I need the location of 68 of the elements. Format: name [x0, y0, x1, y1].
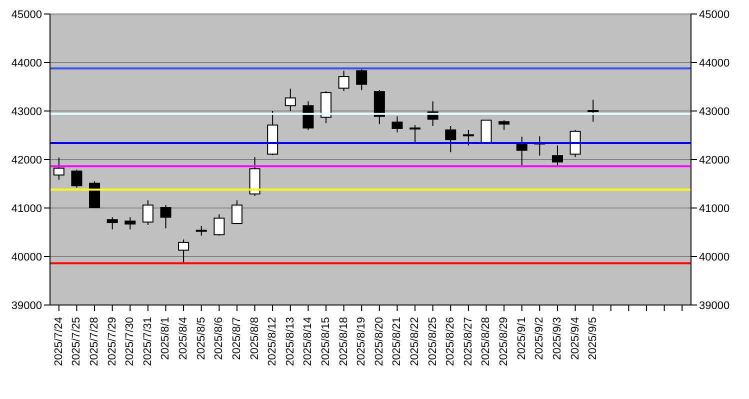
x-tick-label: 2025/8/26: [444, 317, 457, 366]
x-tick-label: 2025/8/15: [320, 317, 332, 366]
x-tick-label: 2025/9/4: [569, 317, 582, 360]
x-tick-label: 2025/8/1: [160, 317, 172, 360]
candlestick: [516, 136, 528, 166]
x-tick-label: 2025/8/4: [178, 317, 190, 360]
x-tick-label: 2025/8/12: [266, 317, 279, 366]
x-tick-label: 2025/8/25: [426, 317, 439, 366]
candlestick: [498, 120, 510, 130]
y2-tick-label: 44000: [699, 57, 730, 70]
candlestick: [445, 126, 456, 153]
x-tick-label: 2025/8/19: [356, 317, 368, 366]
x-tick-label: 2025/7/31: [142, 317, 154, 366]
x-tick-label: 2025/8/13: [284, 317, 296, 366]
x-tick-label: 2025/8/7: [230, 317, 243, 360]
y-tick-label: 40000: [11, 251, 42, 264]
candlestick: [106, 216, 118, 230]
x-tick-label: 2025/8/22: [409, 317, 422, 366]
candlestick: [302, 100, 314, 130]
y2-tick-label: 43000: [699, 106, 730, 118]
candlestick: [53, 157, 64, 180]
candlestick: [392, 116, 403, 133]
x-tick-label: 2025/8/8: [248, 317, 261, 360]
candlestick: [214, 214, 225, 236]
candlestick: [356, 68, 368, 91]
x-tick-label: 2025/8/20: [373, 317, 386, 366]
candlestick: [71, 169, 82, 188]
x-tick-label: 2025/9/3: [551, 317, 564, 360]
candlestick: [284, 88, 296, 112]
x-tick-label: 2025/8/21: [391, 317, 404, 366]
x-tick-label: 2025/7/25: [70, 317, 83, 366]
x-tick-label: 2025/8/5: [195, 317, 208, 360]
candlestick: [231, 200, 242, 224]
y2-tick-label: 40000: [699, 251, 730, 264]
candlestick: [410, 124, 421, 143]
y-tick-label: 41000: [11, 202, 42, 215]
x-tick-label: 2025/8/6: [213, 317, 226, 360]
candlestick: [178, 239, 190, 263]
y-tick-label: 44000: [11, 57, 42, 70]
y2-tick-label: 41000: [699, 202, 730, 215]
x-tick-label: 2025/8/29: [498, 317, 510, 366]
candlestick: [462, 129, 474, 146]
candlestick: [588, 99, 599, 122]
y2-tick-label: 42000: [699, 154, 730, 166]
candlestick: [196, 225, 207, 236]
x-tick-label: 2025/7/29: [106, 317, 118, 366]
x-tick-label: 2025/8/27: [462, 317, 474, 366]
x-tick-label: 2025/9/5: [587, 317, 600, 360]
x-tick-label: 2025/9/2: [534, 317, 546, 360]
y2-tick-label: 39000: [699, 300, 730, 312]
x-tick-label: 2025/8/14: [302, 317, 314, 366]
candlestick: [552, 144, 563, 166]
x-tick-label: 2025/9/1: [516, 317, 528, 360]
x-tick-label: 2025/7/28: [88, 317, 101, 366]
y2-tick-label: 45000: [699, 8, 730, 21]
candlestick: [570, 129, 581, 158]
candlestick: [142, 200, 154, 226]
candlestick: [160, 204, 172, 229]
candlestick: [124, 216, 136, 230]
x-tick-label: 2025/8/28: [480, 317, 492, 366]
x-tick-label: 2025/7/30: [124, 317, 136, 366]
y-tick-label: 45000: [11, 8, 42, 21]
x-tick-label: 2025/7/24: [52, 317, 65, 366]
y-tick-label: 39000: [11, 300, 42, 312]
candlestick: [338, 70, 350, 92]
y-tick-label: 43000: [11, 106, 42, 118]
x-tick-label: 2025/8/18: [338, 317, 350, 366]
y-tick-label: 42000: [11, 154, 42, 166]
